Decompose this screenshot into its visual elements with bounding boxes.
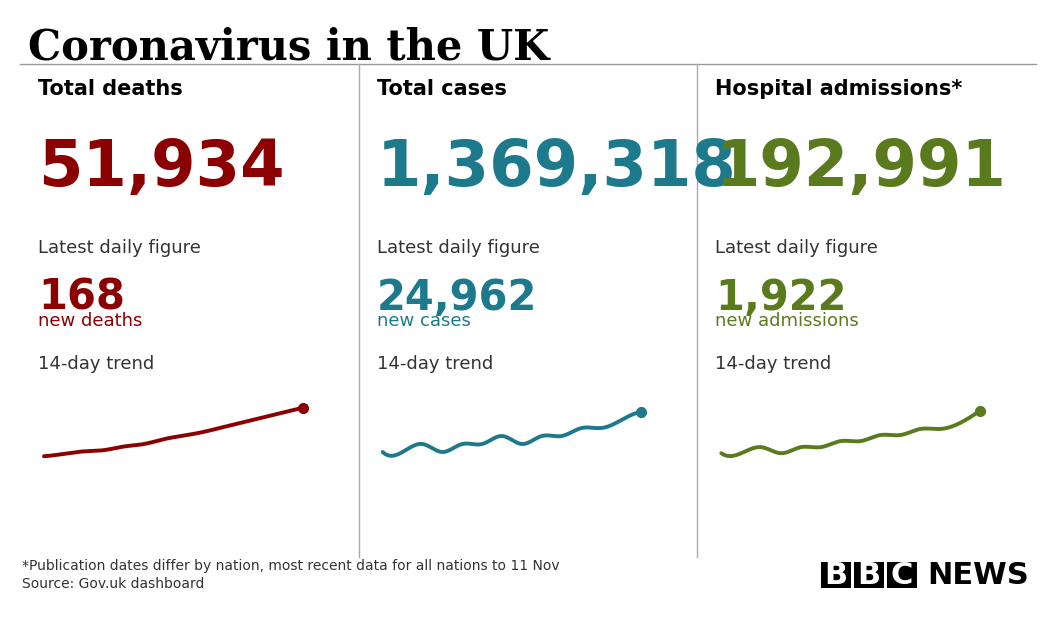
Text: Latest daily figure: Latest daily figure [38,239,201,257]
Text: new cases: new cases [377,312,471,330]
Text: *Publication dates differ by nation, most recent data for all nations to 11 Nov: *Publication dates differ by nation, mos… [22,559,560,573]
Text: 192,991: 192,991 [715,137,1006,199]
FancyBboxPatch shape [886,562,917,588]
Text: 14-day trend: 14-day trend [38,355,154,373]
Text: 14-day trend: 14-day trend [715,355,831,373]
Text: Coronavirus in the UK: Coronavirus in the UK [29,27,549,69]
Text: Total deaths: Total deaths [38,79,183,99]
Text: C: C [890,561,912,589]
Text: B: B [856,561,880,589]
Text: 51,934: 51,934 [38,137,284,199]
Text: 14-day trend: 14-day trend [377,355,493,373]
Text: B: B [824,561,847,589]
Text: Source: Gov.uk dashboard: Source: Gov.uk dashboard [22,577,205,591]
Text: 1,922: 1,922 [715,277,847,319]
Text: Latest daily figure: Latest daily figure [377,239,540,257]
Text: 168: 168 [38,277,125,319]
Text: new deaths: new deaths [38,312,143,330]
FancyBboxPatch shape [821,562,850,588]
Text: 1,369,318: 1,369,318 [377,137,736,199]
Text: Total cases: Total cases [377,79,507,99]
Text: new admissions: new admissions [715,312,860,330]
Text: Latest daily figure: Latest daily figure [715,239,879,257]
Text: Hospital admissions*: Hospital admissions* [715,79,963,99]
Text: NEWS: NEWS [927,561,1030,589]
Text: 24,962: 24,962 [377,277,538,319]
FancyBboxPatch shape [853,562,884,588]
